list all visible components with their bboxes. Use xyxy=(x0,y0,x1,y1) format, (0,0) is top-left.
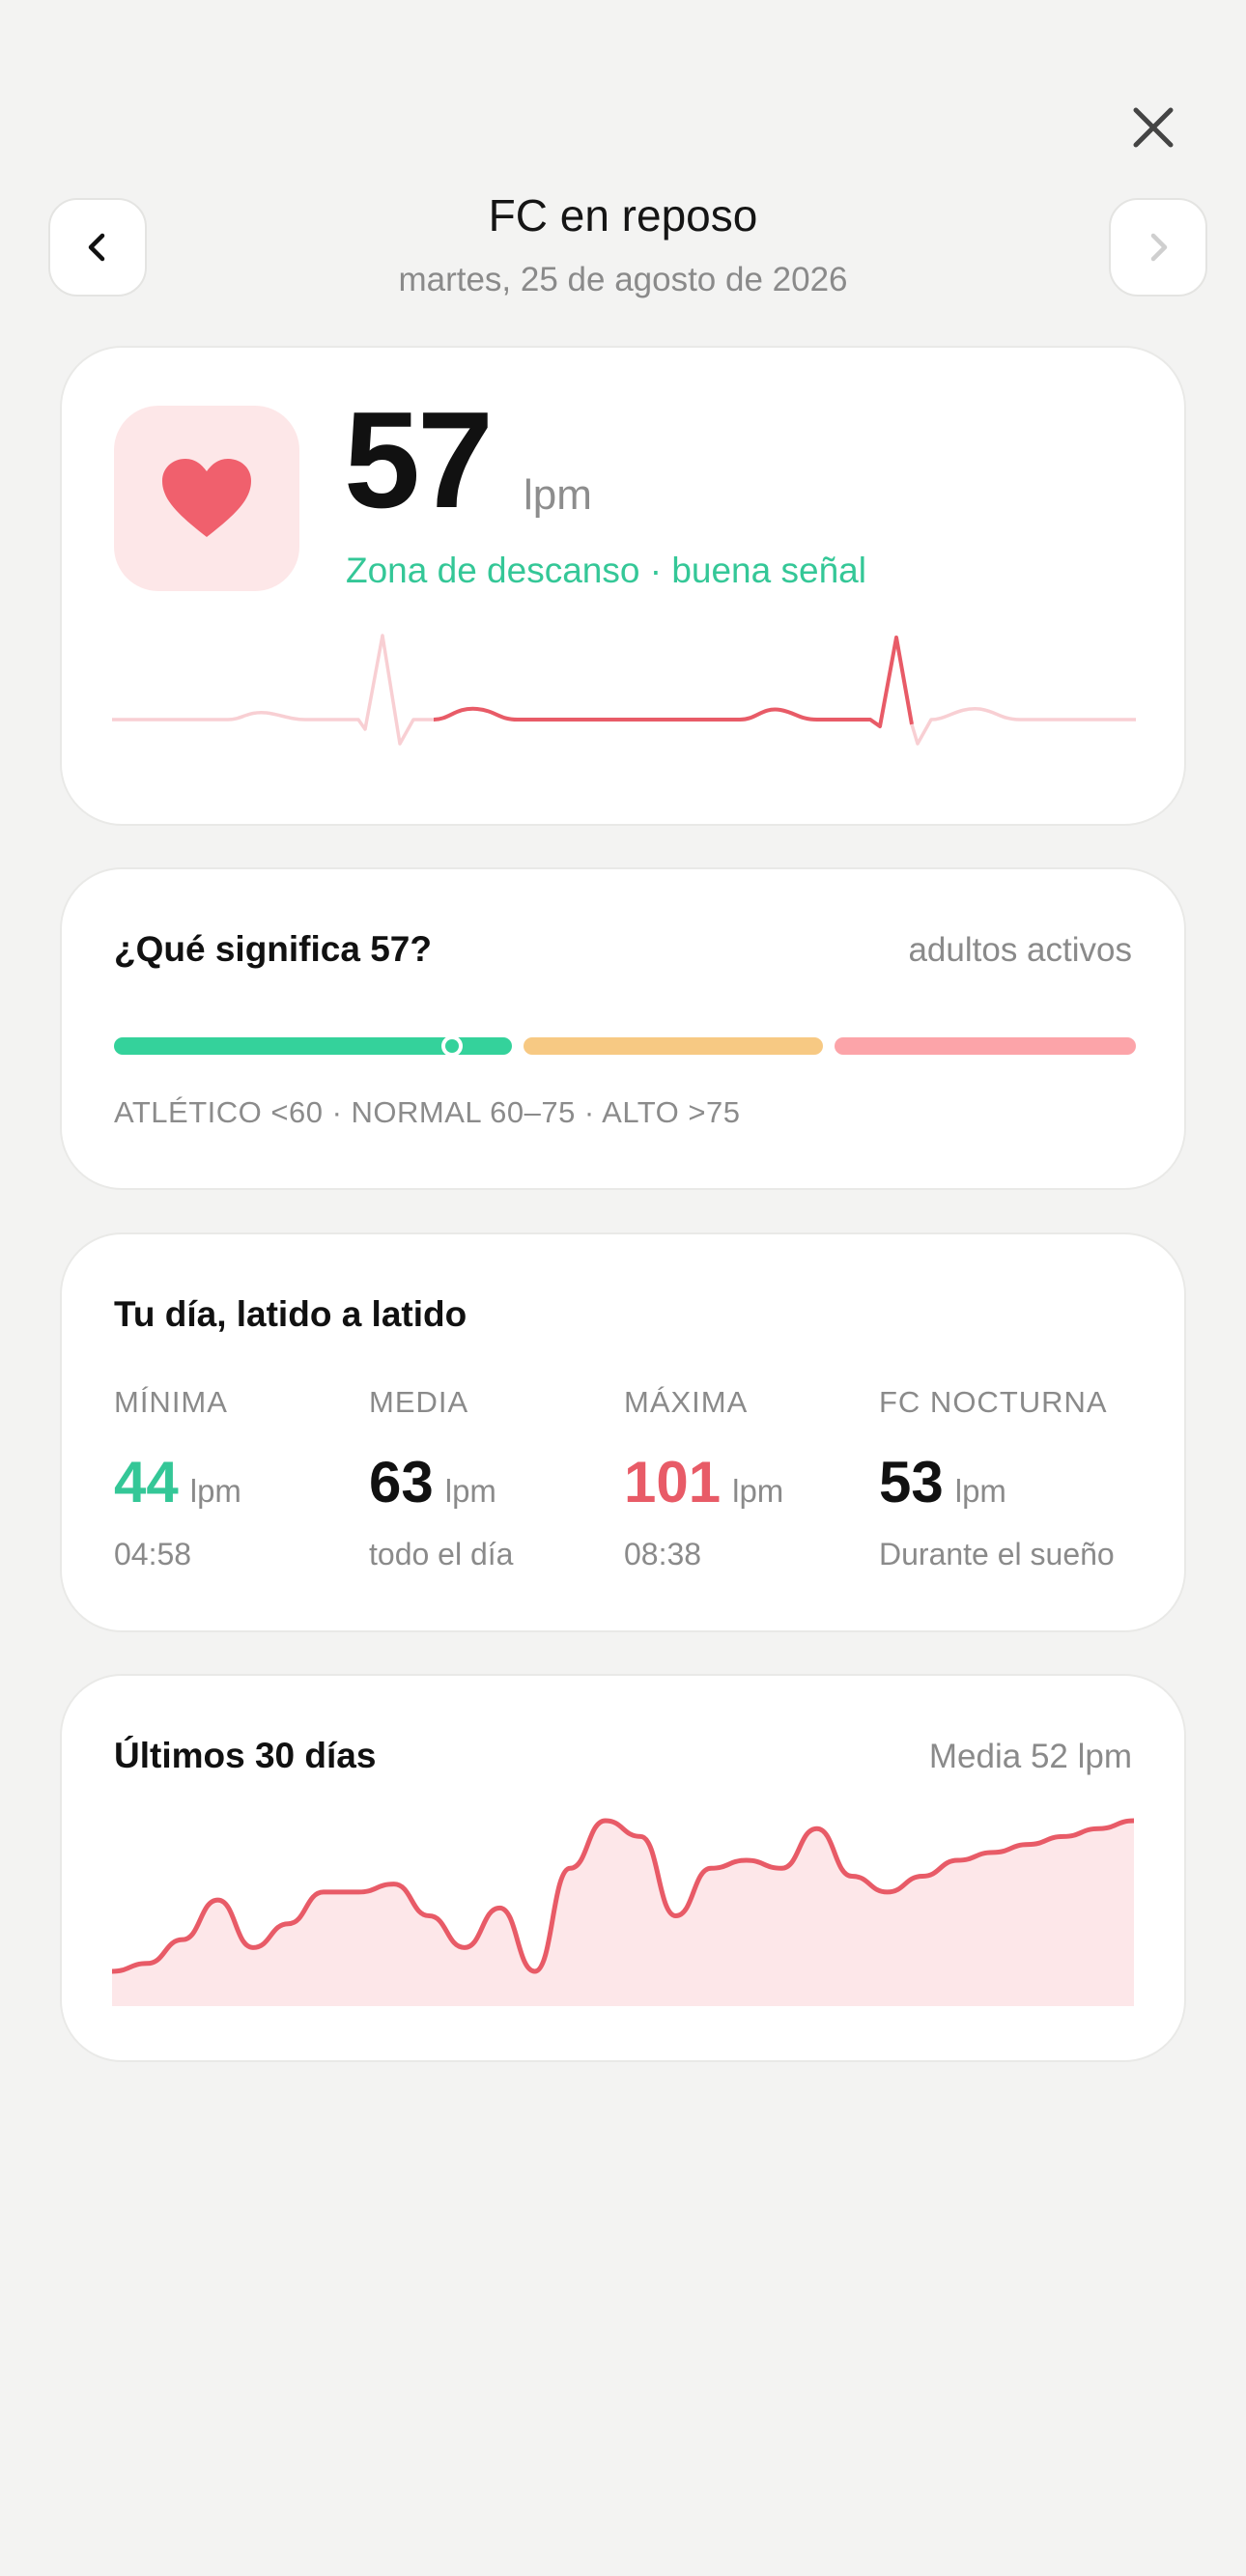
day-stats-card: Tu día, latido a latido MÍNIMA 44 lpm 04… xyxy=(60,1232,1186,1632)
rhr-value: 57 xyxy=(344,383,494,537)
stat-avg: MEDIA 63 lpm todo el día xyxy=(369,1385,620,1572)
stat-unit: lpm xyxy=(189,1473,241,1509)
stat-subtext: todo el día xyxy=(369,1537,514,1571)
stat-label: MÍNIMA xyxy=(114,1385,228,1419)
stat-subtext: 04:58 xyxy=(114,1537,192,1571)
page-title: FC en reposo xyxy=(488,190,758,241)
stat-night: FC NOCTURNA 53 lpm Durante el sueño xyxy=(879,1385,1130,1572)
meaning-card: ¿Qué significa 57? adultos activos ATLÉT… xyxy=(60,867,1186,1190)
stat-value: 44 xyxy=(114,1450,179,1514)
zone-alto xyxy=(835,1037,1136,1055)
stat-unit: lpm xyxy=(954,1473,1006,1509)
zone-atletico xyxy=(114,1037,512,1055)
stat-unit: lpm xyxy=(444,1473,496,1509)
stat-min: MÍNIMA 44 lpm 04:58 xyxy=(114,1385,365,1572)
stat-subtext: Durante el sueño xyxy=(879,1537,1115,1571)
page-date: martes, 25 de agosto de 2026 xyxy=(398,261,848,298)
trend-line xyxy=(112,1818,1134,1974)
stat-label: FC NOCTURNA xyxy=(879,1385,1108,1419)
rhr-unit: lpm xyxy=(524,471,592,519)
stat-value: 63 xyxy=(369,1450,434,1514)
trend-area xyxy=(112,1821,1134,2006)
chevron-left-icon xyxy=(88,233,105,262)
heart-badge xyxy=(114,406,299,591)
close-button[interactable] xyxy=(1128,102,1178,153)
meaning-context: adultos activos xyxy=(908,931,1132,969)
trend-chart xyxy=(112,1818,1134,2006)
trend-card: Últimos 30 días Media 52 lpm xyxy=(60,1674,1186,2062)
stat-label: MÁXIMA xyxy=(624,1385,749,1419)
zone-normal xyxy=(524,1037,823,1055)
rhr-status: Zona de descanso · buena señal xyxy=(346,551,866,590)
ecg-waveform xyxy=(112,634,1136,746)
stat-value: 101 xyxy=(624,1450,722,1514)
stat-label: MEDIA xyxy=(369,1385,469,1419)
heart-icon xyxy=(162,459,251,537)
zone-scale-caption: ATLÉTICO <60 · NORMAL 60–75 · ALTO >75 xyxy=(114,1095,741,1129)
previous-day-button[interactable] xyxy=(48,198,147,297)
stat-unit: lpm xyxy=(732,1473,784,1509)
trend-title: Últimos 30 días xyxy=(114,1736,377,1775)
chevron-right-icon xyxy=(1150,233,1168,262)
stat-max: MÁXIMA 101 lpm 08:38 xyxy=(624,1385,875,1572)
day-title: Tu día, latido a latido xyxy=(114,1294,467,1334)
next-day-button[interactable] xyxy=(1109,198,1207,297)
stat-subtext: 08:38 xyxy=(624,1537,702,1571)
trend-average: Media 52 lpm xyxy=(928,1738,1132,1775)
zone-scale-bar xyxy=(114,1035,1136,1057)
stat-value: 53 xyxy=(879,1450,944,1514)
meaning-title: ¿Qué significa 57? xyxy=(114,929,432,969)
current-rhr-card: 57 lpm Zona de descanso · buena señal xyxy=(60,346,1186,826)
close-icon xyxy=(1133,107,1174,148)
